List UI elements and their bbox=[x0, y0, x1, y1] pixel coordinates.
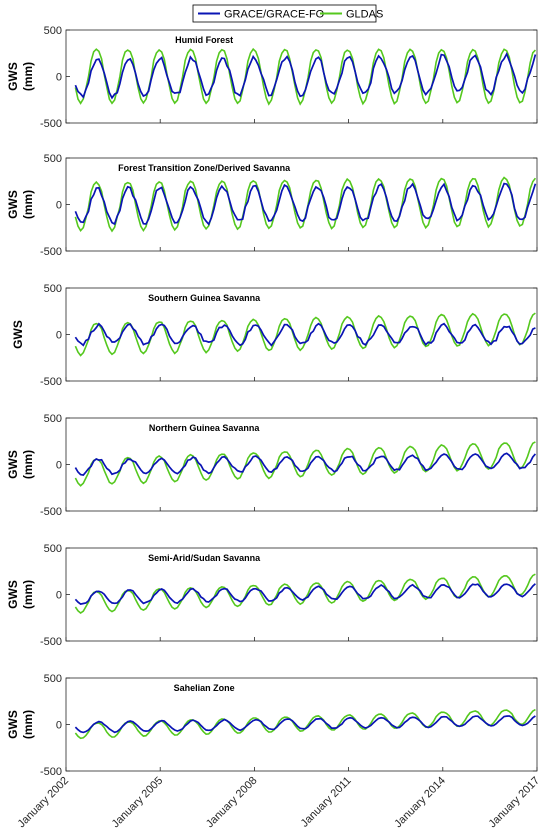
series-gldas-line bbox=[74, 573, 536, 614]
x-tick-label: January 2011 bbox=[299, 775, 354, 830]
y-tick-label: 0 bbox=[56, 330, 62, 342]
series-grace-line bbox=[74, 452, 537, 477]
legend-label-gldas: GLDAS bbox=[346, 9, 383, 21]
y-tick-label: 0 bbox=[56, 460, 62, 472]
y-axis-label: GWS(mm) bbox=[6, 580, 35, 609]
series-grace-line bbox=[74, 583, 536, 606]
panel-5: -500 0 500 GWS(mm) Semi-Arid/Sudan Savanna bbox=[6, 543, 538, 648]
y-tick-label: 0 bbox=[56, 200, 62, 212]
y-axis-label: GWS(mm) bbox=[6, 62, 35, 91]
y-tick-label: 0 bbox=[56, 590, 62, 602]
y-axis-label: GWS(mm) bbox=[6, 190, 35, 219]
panel-title: Semi-Arid/Sudan Savanna bbox=[148, 553, 261, 563]
panel-title: Humid Forest bbox=[175, 35, 233, 45]
y-tick-label: 0 bbox=[56, 720, 62, 732]
y-tick-label: -500 bbox=[40, 246, 62, 258]
y-tick-label: 500 bbox=[44, 25, 62, 37]
legend-label-grace: GRACE/GRACE-FO bbox=[224, 9, 325, 21]
y-tick-label: -500 bbox=[40, 636, 62, 648]
x-axis-labels: January 2002 January 2005 January 2008 Janu… bbox=[15, 775, 542, 831]
y-axis-label: GWS bbox=[11, 320, 25, 349]
series-grace-line bbox=[74, 51, 537, 100]
y-tick-label: 500 bbox=[44, 673, 62, 685]
y-tick-label: 500 bbox=[44, 283, 62, 295]
x-tick-label: January 2005 bbox=[110, 775, 166, 831]
x-tick-label: January 2008 bbox=[204, 775, 260, 831]
y-tick-label: -500 bbox=[40, 766, 62, 778]
panel-3: -500 0 500 GWS Southern Guinea Savanna bbox=[11, 283, 538, 388]
legend-box bbox=[192, 4, 377, 23]
x-tick-label: January 2002 bbox=[15, 775, 71, 831]
legend: GRACE/GRACE-FO GLDAS bbox=[192, 4, 383, 23]
panel-title: Sahelian Zone bbox=[174, 683, 235, 693]
panel-title: Southern Guinea Savanna bbox=[148, 293, 261, 303]
series-grace-line bbox=[74, 322, 536, 347]
series-grace-line bbox=[74, 715, 536, 734]
y-axis-label: GWS(mm) bbox=[6, 450, 35, 479]
series-grace-line bbox=[74, 182, 537, 226]
y-axis-label: GWS(mm) bbox=[6, 710, 35, 739]
panel-1: -500 0 500 GWS(mm) Humid Forest bbox=[6, 25, 538, 130]
y-tick-label: 500 bbox=[44, 413, 62, 425]
y-tick-label: -500 bbox=[40, 376, 62, 388]
y-tick-label: 500 bbox=[44, 543, 62, 555]
panels: -500 0 500 GWS(mm) Humid Forest -500 0 500 GWS(m… bbox=[6, 25, 538, 778]
y-tick-label: 0 bbox=[56, 72, 62, 84]
x-tick-label: January 2014 bbox=[392, 775, 448, 831]
panel-2: -500 0 500 GWS(mm) Forest Transition Zone/De… bbox=[6, 153, 538, 258]
x-tick-label: January 2017 bbox=[486, 775, 542, 831]
panel-6: -500 0 500 GWS(mm) Sahelian Zone bbox=[6, 673, 538, 778]
panel-title: Northern Guinea Savanna bbox=[149, 423, 261, 433]
panel-4: -500 0 500 GWS(mm) Northern Guinea Savanna bbox=[6, 413, 538, 518]
y-tick-label: -500 bbox=[40, 118, 62, 130]
panel-title: Forest Transition Zone/Derived Savanna bbox=[118, 163, 291, 173]
y-tick-label: -500 bbox=[40, 506, 62, 518]
y-tick-label: 500 bbox=[44, 153, 62, 165]
